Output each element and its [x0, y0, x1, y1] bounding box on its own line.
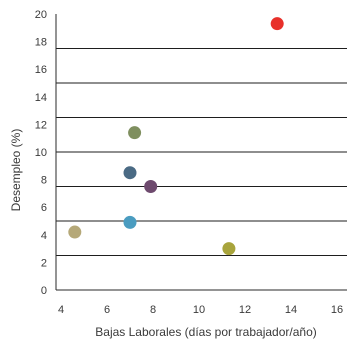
x-tick-label: 6: [104, 304, 110, 316]
data-point: [68, 225, 82, 239]
y-tick-label: 18: [35, 37, 47, 49]
x-tick-label: 16: [331, 304, 343, 316]
y-tick-label: 16: [35, 64, 47, 76]
y-tick-label: 14: [35, 92, 47, 104]
data-point: [270, 17, 284, 31]
x-tick-label: 10: [193, 304, 205, 316]
data-point: [128, 126, 142, 140]
y-tick-label: 12: [35, 119, 47, 131]
data-point: [123, 166, 137, 180]
y-tick-label: 20: [35, 9, 47, 21]
y-tick-label: 4: [41, 230, 47, 242]
y-tick-labels: 0 2 4 6 8 10 12 14 16 18 20: [35, 9, 47, 297]
x-tick-label: 8: [150, 304, 156, 316]
x-tick-labels: 4 6 8 10 12 14 16: [58, 304, 343, 316]
data-points: [68, 17, 284, 256]
y-tick-label: 8: [41, 175, 47, 187]
y-tick-label: 2: [41, 257, 47, 269]
y-tick-label: 6: [41, 202, 47, 214]
x-axis-label: Bajas Laborales (días por trabajador/año…: [95, 325, 316, 339]
x-tick-label: 12: [239, 304, 251, 316]
y-tick-label: 10: [35, 147, 47, 159]
y-axis-label: Desempleo (%): [9, 129, 23, 212]
data-point: [123, 215, 137, 229]
x-tick-label: 14: [285, 304, 297, 316]
y-tick-label: 0: [41, 285, 47, 297]
data-point: [222, 242, 236, 256]
x-tick-label: 4: [58, 304, 64, 316]
data-point: [144, 180, 158, 193]
grid-lines: [56, 48, 347, 256]
